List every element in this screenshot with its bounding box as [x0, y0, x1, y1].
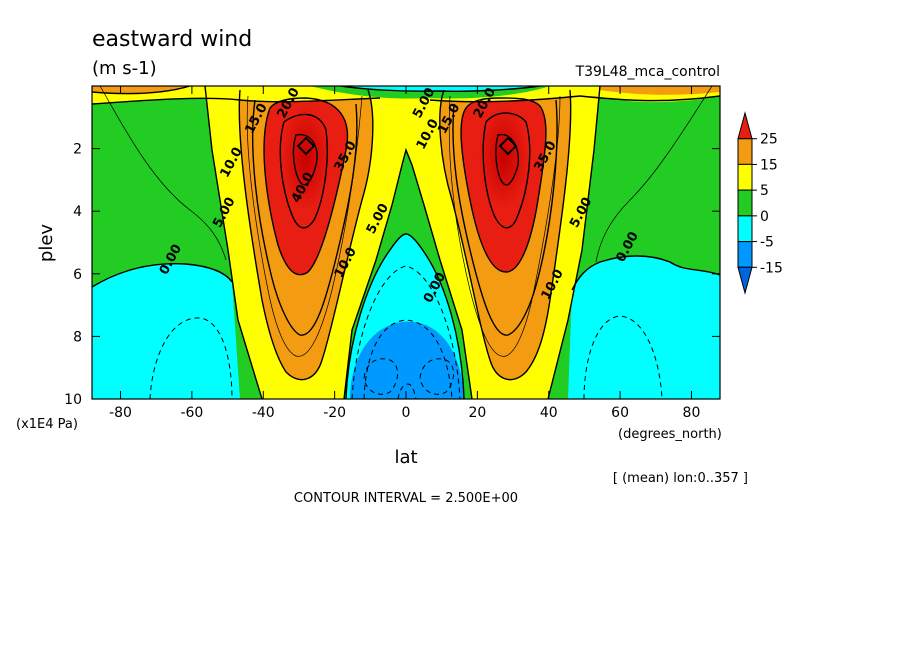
- y-tick-label: 10: [64, 392, 82, 408]
- jet-south-max-marker: [296, 136, 316, 156]
- colorbar-label: 5: [760, 183, 769, 199]
- easterly-region-south: [92, 263, 240, 399]
- experiment-label: T39L48_mca_control: [575, 64, 720, 80]
- x-tick-label: 40: [540, 405, 558, 421]
- chart-title: eastward wind: [92, 27, 252, 52]
- x-axis-label: lat: [394, 447, 417, 468]
- top-band-orange: [92, 86, 720, 95]
- easterly-region-north: [568, 256, 720, 399]
- y-axis-units: (x1E4 Pa): [16, 417, 78, 432]
- x-tick-label: -20: [323, 405, 346, 421]
- colorbar-segment: [737, 111, 753, 140]
- x-tick-label: -60: [180, 405, 203, 421]
- colorbar-segment: [737, 266, 753, 295]
- contour-field: [92, 86, 720, 399]
- jet-north-core: [461, 98, 546, 272]
- colorbar-label: 25: [760, 132, 778, 148]
- thin-contour-lines: [99, 86, 713, 357]
- y-tick-label: 2: [73, 142, 82, 158]
- colorbar-label: -15: [760, 260, 783, 276]
- colorbar-segment: [737, 138, 753, 165]
- colorbar-label: -5: [760, 235, 774, 251]
- y-tick-label: 8: [73, 329, 82, 345]
- colorbar: 25 15 5 0 -5 -15: [737, 111, 783, 295]
- colorbar-segment: [737, 163, 753, 191]
- contour-lines: [92, 86, 720, 399]
- x-tick-label: 80: [683, 405, 701, 421]
- colorbar-label: 0: [760, 209, 769, 225]
- chart-units: (m s-1): [92, 58, 157, 79]
- y-tick-label: 4: [73, 204, 82, 220]
- negative-contour-lines: [149, 265, 663, 399]
- x-tick-label: 0: [402, 405, 411, 421]
- jet-north-max-marker: [498, 136, 518, 156]
- colorbar-label: 15: [760, 157, 778, 173]
- x-tick-label: -80: [109, 405, 132, 421]
- equatorial-easterly-core: [350, 321, 464, 399]
- y-axis-label: plev: [36, 224, 57, 263]
- colorbar-segment: [737, 215, 753, 243]
- averaging-note: [ (mean) lon:0..357 ]: [613, 471, 748, 486]
- x-axis-units: (degrees_north): [618, 427, 722, 442]
- x-tick-label: 20: [468, 405, 486, 421]
- colorbar-segment: [737, 189, 753, 217]
- contour-interval-note: CONTOUR INTERVAL = 2.500E+00: [294, 491, 518, 506]
- colorbar-segment: [737, 241, 753, 268]
- x-tick-label: -40: [252, 405, 275, 421]
- x-tick-label: 60: [611, 405, 629, 421]
- y-tick-label: 6: [73, 267, 82, 283]
- x-axis: -80 -60 -40 -20 0 20 40 60 80: [109, 86, 700, 421]
- y-axis: 2 4 6 8 10: [64, 142, 720, 408]
